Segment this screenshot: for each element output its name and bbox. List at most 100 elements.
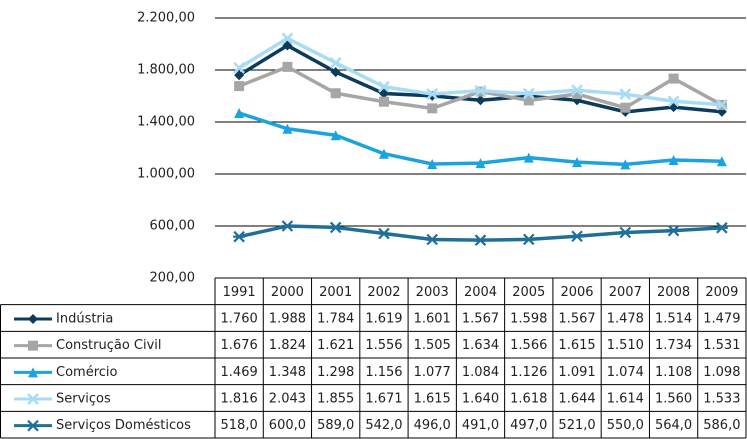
y-tick-label: 1.000,00 [137,167,195,182]
point [475,95,486,106]
table-value: 497,0 [510,418,547,433]
table-value: 1.126 [510,365,547,380]
table-value: 1.348 [269,365,306,380]
table-value: 1.077 [414,365,451,380]
point [475,158,486,169]
point [378,96,389,107]
point [330,130,341,141]
point [667,224,680,237]
table-value: 1.644 [558,392,595,407]
table-value: 1.514 [655,312,692,327]
table-value: 1.567 [462,312,499,327]
table-value: 1.621 [317,338,354,353]
legend-label: Comércio [56,365,118,380]
point [282,61,293,72]
table-value: 589,0 [317,418,354,433]
table-value: 1.855 [317,392,354,407]
point [667,95,680,108]
table-value: 1.533 [703,392,740,407]
legend-label: Serviços Domésticos [56,418,191,433]
table-value: 1.634 [462,338,499,353]
legend-marker [28,314,38,324]
x-tick-label: 2006 [560,285,593,300]
point [234,70,245,81]
table-value: 1.566 [510,338,547,353]
point [330,67,341,78]
table-value: 1.816 [221,392,258,407]
table-value: 1.479 [703,312,740,327]
point [619,226,632,239]
table-value: 1.734 [655,338,692,353]
point [329,56,342,69]
table-value: 1.618 [510,392,547,407]
point [668,154,679,165]
table-value: 1.760 [221,312,258,327]
table-value: 550,0 [607,418,644,433]
table-value: 1.091 [558,365,595,380]
point [377,227,390,240]
point [234,81,245,92]
point [716,156,727,167]
table-value: 1.084 [462,365,499,380]
point [715,98,728,111]
point [523,95,534,106]
table-value: 1.598 [510,312,547,327]
x-tick-label: 2008 [657,285,690,300]
point [281,32,294,45]
series-line [238,111,722,167]
table-value: 1.640 [462,392,499,407]
table-value: 1.615 [558,338,595,353]
point [522,87,535,100]
table-value: 1.671 [365,392,402,407]
point [474,234,487,246]
table-value: 491,0 [462,418,499,433]
x-tick-label: 2001 [319,285,352,300]
legend-label: Indústria [56,312,113,327]
x-tick-label: 2009 [705,285,738,300]
legend-label: Serviços [56,392,111,407]
table-value: 542,0 [365,418,402,433]
table-value: 1.784 [317,312,354,327]
y-tick-label: 1.800,00 [137,63,195,78]
point [282,40,293,51]
table-value: 586,0 [703,418,740,433]
table-value: 600,0 [269,418,306,433]
x-tick-label: 2002 [367,285,400,300]
point [233,62,246,74]
table-value: 1.156 [365,365,402,380]
series-line [238,224,722,242]
point [572,89,583,100]
point [620,102,631,113]
table-value: 496,0 [414,418,451,433]
point [572,157,583,168]
table-value: 1.619 [365,312,402,327]
legend-label: Construção Civil [56,338,162,353]
x-tick-label: 1991 [223,285,256,300]
table-value: 1.560 [655,392,692,407]
x-tick-label: 2003 [416,285,449,300]
point [523,152,534,163]
point [282,123,293,134]
table-value: 1.108 [655,365,692,380]
point [427,158,438,169]
point [522,233,535,246]
table-value: 1.824 [269,338,306,353]
point [619,88,632,101]
table-value: 1.567 [558,312,595,327]
legend-marker [27,419,39,432]
point [571,84,583,97]
table-value: 518,0 [221,418,258,433]
point [330,88,341,99]
x-tick-label: 2007 [609,285,642,300]
point [474,84,487,97]
point [426,88,439,100]
point [426,233,439,246]
legend-marker [28,340,38,351]
table-value: 1.676 [221,338,258,353]
table-value: 1.601 [414,312,451,327]
legend-marker [27,393,39,405]
point [427,103,438,114]
point [234,108,245,119]
point [668,73,679,84]
legend-marker [28,367,38,378]
